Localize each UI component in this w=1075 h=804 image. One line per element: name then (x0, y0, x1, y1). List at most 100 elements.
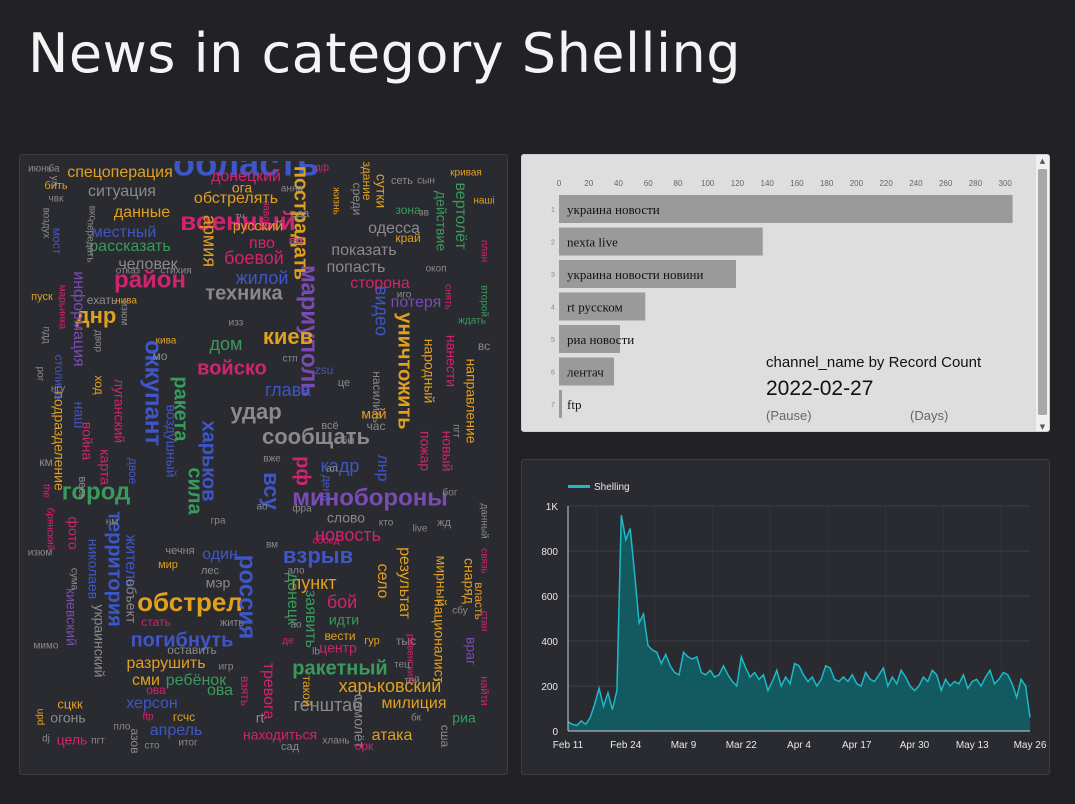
word-cloud-term: область (173, 161, 319, 184)
word-cloud-term: стп (283, 354, 298, 365)
word-cloud-term: окоп (425, 264, 446, 275)
word-cloud-term: здание (360, 162, 374, 201)
word-cloud-term: новый (439, 431, 455, 472)
word-cloud-term: столица (52, 354, 66, 399)
word-cloud-term: нм (106, 517, 119, 528)
word-cloud-term: це (338, 377, 350, 389)
race-x-tick-label: 220 (879, 179, 893, 188)
word-cloud-term: результат (396, 547, 413, 619)
word-cloud-term: кива (156, 336, 177, 347)
race-bar-label: rt русском (567, 300, 623, 315)
word-cloud-term: сторона (350, 275, 410, 292)
word-cloud-term: пожар (417, 431, 433, 471)
word-cloud-term: изюм (28, 548, 52, 559)
word-cloud-term: ал (326, 464, 338, 475)
word-cloud-term: оставить (167, 643, 217, 657)
word-cloud-term: той (404, 676, 420, 687)
x-tick-label: Apr 17 (842, 740, 872, 751)
word-cloud-term: иго (397, 290, 412, 301)
word-cloud-term: завод (260, 201, 271, 228)
shelling-timeseries-chart: 0 200 400 600 800 1K Feb 11 Feb 24 Mar 9 Mar 22 Ap… (541, 482, 1047, 751)
word-cloud-term: двор (92, 330, 103, 353)
shelling-area (568, 515, 1030, 731)
word-cloud-term: территория (104, 511, 126, 627)
scrollbar-thumb[interactable] (1038, 169, 1047, 415)
word-cloud-term: ракета (170, 376, 192, 442)
word-cloud-term: фра (292, 503, 312, 515)
legend-label[interactable]: Shelling (594, 482, 630, 493)
word-cloud-term: нанести (443, 335, 459, 387)
word-cloud-term: объект (123, 579, 139, 624)
word-cloud-term: человек (118, 256, 178, 273)
word-cloud-term: стихия (160, 266, 191, 277)
word-cloud-term: донецк (284, 573, 301, 626)
word-cloud-term: анна (281, 184, 304, 195)
race-x-tick-label: 140 (761, 179, 775, 188)
word-cloud-term: отказ (116, 266, 141, 277)
word-cloud-term: вм (266, 540, 278, 551)
word-cloud-term: идти (329, 612, 359, 628)
x-tick-label: May 13 (956, 740, 989, 751)
scroll-up-arrow-icon[interactable]: ▲ (1039, 157, 1046, 165)
word-cloud-term: попасть (327, 259, 386, 276)
race-bar-label: nexta live (567, 235, 618, 250)
race-rank-label: 6 (551, 370, 555, 377)
x-tick-label: Apr 4 (787, 740, 811, 751)
word-cloud-term: украинский (91, 604, 107, 677)
word-cloud-term: глава (265, 380, 312, 400)
word-cloud-term: самолёт (351, 694, 367, 749)
word-cloud-term: live (412, 524, 427, 535)
race-x-tick-label: 60 (644, 179, 653, 188)
word-cloud-term: вкс (86, 206, 97, 221)
word-cloud-term: спецоперация (67, 164, 173, 181)
word-cloud-term: карта (97, 449, 113, 485)
race-x-tick-label: 20 (584, 179, 593, 188)
race-x-tick-label: 160 (790, 179, 804, 188)
race-current-date: 2022-02-27 (766, 377, 873, 400)
page-title: News in category Shelling (28, 22, 742, 85)
word-cloud-term: гур (364, 635, 380, 647)
word-cloud-term: весь (76, 476, 88, 499)
x-tick-label: Mar 9 (671, 740, 697, 751)
word-cloud-term: народный (421, 339, 437, 404)
word-cloud-term: сша (438, 725, 452, 748)
word-cloud-term: мэр (206, 575, 231, 591)
word-cloud-term: обстрелять (194, 190, 278, 207)
race-rank-label: 7 (551, 402, 555, 409)
x-tick-label: Apr 30 (900, 740, 930, 751)
word-cloud-term: пгт (450, 424, 461, 438)
word-cloud-term: один (202, 546, 238, 563)
word-cloud-term: км (39, 455, 53, 469)
word-cloud-term: ао (256, 502, 268, 513)
word-cloud-term: нива (115, 296, 137, 307)
word-cloud-term: рф (292, 456, 314, 486)
word-cloud-term: войско (197, 357, 267, 379)
y-tick-label: 600 (541, 592, 558, 603)
legend-swatch[interactable] (568, 485, 590, 488)
word-cloud-term: бить (44, 180, 67, 192)
word-cloud-term: район (114, 266, 186, 293)
word-cloud-term: цель (57, 732, 88, 748)
word-cloud-term: лнр (374, 454, 391, 481)
word-cloud-term: сеть (391, 175, 413, 187)
word-cloud-term: огонь (50, 710, 85, 726)
word-cloud-term: июнь (28, 164, 52, 175)
word-cloud-term: риа (452, 710, 476, 726)
race-bar (559, 260, 736, 288)
word-cloud-term: житель (122, 535, 139, 588)
word-cloud-term: всу (259, 472, 284, 510)
pause-button[interactable]: (Pause) (766, 408, 812, 423)
word-cloud-term: кто (379, 518, 394, 529)
word-cloud-term: ало (287, 566, 305, 577)
vertical-scrollbar[interactable]: ▲ ▼ (1036, 155, 1049, 431)
word-cloud-term: нгу (51, 384, 65, 395)
race-x-tick-label: 180 (820, 179, 834, 188)
word-cloud-term: связь (478, 548, 489, 573)
scroll-down-arrow-icon[interactable]: ▼ (1039, 423, 1046, 431)
word-cloud-term: газ (289, 235, 304, 247)
word-cloud-term: такой (300, 676, 314, 707)
word-cloud-term: пострадать (290, 166, 312, 280)
word-cloud-term: показать (331, 242, 396, 259)
x-tick-label: Mar 22 (726, 740, 758, 751)
word-cloud-term: lb (312, 647, 320, 658)
